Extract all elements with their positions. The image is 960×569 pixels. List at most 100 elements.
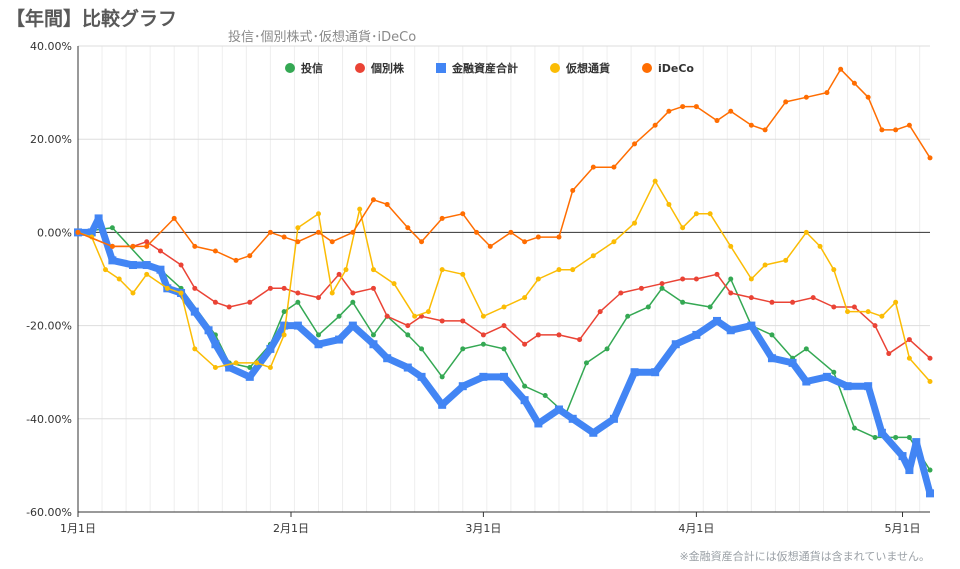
data-point — [597, 309, 603, 315]
data-point — [369, 340, 378, 349]
data-point — [212, 365, 218, 371]
series-0 — [75, 225, 933, 473]
data-point — [927, 467, 933, 473]
data-point — [692, 330, 701, 339]
chart-footnote: ※金融資産合計には仮想通貨は含まれていません。 — [679, 550, 930, 563]
data-point — [144, 271, 150, 277]
data-point — [638, 285, 644, 291]
data-point — [680, 104, 686, 110]
y-tick-label: 20.00% — [30, 133, 72, 146]
data-point — [192, 346, 198, 352]
data-point — [315, 295, 321, 301]
data-point — [912, 438, 921, 447]
data-point — [295, 239, 301, 245]
data-point — [927, 379, 933, 385]
data-point — [391, 281, 397, 287]
x-tick-label: 5月1日 — [885, 522, 921, 535]
data-point — [254, 360, 260, 366]
legend-label: 個別株 — [370, 61, 405, 75]
data-point — [728, 108, 734, 114]
data-point — [609, 414, 618, 423]
data-point — [556, 332, 562, 338]
data-point — [831, 304, 837, 310]
data-point — [336, 271, 342, 277]
data-point — [748, 122, 754, 128]
data-point — [570, 267, 576, 273]
data-point — [315, 332, 321, 338]
data-point — [315, 229, 321, 235]
data-point — [802, 377, 811, 386]
data-point — [671, 340, 680, 349]
x-tick-label: 2月1日 — [273, 522, 309, 535]
data-point — [293, 321, 302, 330]
data-point — [589, 428, 598, 437]
data-point — [783, 99, 789, 105]
data-point — [460, 271, 466, 277]
data-point — [343, 267, 349, 273]
data-point — [87, 228, 96, 237]
data-point — [886, 351, 892, 357]
data-point — [501, 323, 507, 329]
data-point — [865, 309, 871, 315]
data-point — [370, 285, 376, 291]
data-point — [144, 239, 150, 245]
data-point — [295, 299, 301, 305]
data-point — [906, 434, 912, 440]
data-point — [192, 243, 198, 249]
data-point — [405, 332, 411, 338]
data-point — [714, 271, 720, 277]
data-point — [652, 178, 658, 184]
data-point — [906, 122, 912, 128]
data-point — [831, 267, 837, 273]
data-point — [762, 262, 768, 268]
data-point — [728, 243, 734, 249]
data-point — [370, 267, 376, 273]
data-point — [583, 360, 589, 366]
data-point — [713, 316, 721, 325]
data-point — [535, 276, 541, 282]
data-point — [329, 290, 335, 296]
data-point — [632, 220, 638, 226]
data-point — [192, 285, 198, 291]
data-point — [590, 164, 596, 170]
data-point — [693, 276, 699, 282]
data-point — [315, 211, 321, 217]
legend-marker — [355, 63, 365, 73]
data-point — [190, 307, 199, 316]
data-point — [142, 261, 151, 270]
data-point — [748, 295, 754, 301]
legend-label: 仮想通貨 — [565, 61, 610, 75]
data-point — [350, 229, 356, 235]
data-point — [769, 299, 775, 305]
data-point — [156, 265, 165, 274]
data-point — [769, 332, 775, 338]
chart-subtitle: 投信･個別株式･仮想通貨･iDeCo — [228, 30, 417, 45]
data-point — [350, 299, 356, 305]
data-point — [226, 304, 232, 310]
data-point — [500, 372, 508, 381]
data-point — [893, 127, 899, 133]
data-point — [714, 118, 720, 124]
legend-marker — [550, 63, 560, 73]
data-point — [748, 276, 754, 282]
data-point — [747, 321, 756, 330]
data-point — [233, 257, 239, 263]
data-point — [652, 122, 658, 128]
data-point — [535, 332, 541, 338]
data-point — [281, 332, 287, 338]
data-point — [233, 360, 239, 366]
data-point — [611, 164, 617, 170]
data-point — [905, 466, 914, 475]
data-point — [783, 257, 789, 263]
data-point — [267, 285, 273, 291]
data-point — [879, 313, 885, 319]
data-point — [542, 393, 548, 398]
data-point — [726, 326, 735, 335]
data-point — [926, 489, 934, 498]
data-point — [632, 141, 638, 147]
data-point — [425, 309, 431, 315]
data-point — [693, 211, 699, 217]
data-point — [335, 335, 344, 344]
data-point — [556, 267, 562, 273]
data-point — [295, 225, 301, 231]
